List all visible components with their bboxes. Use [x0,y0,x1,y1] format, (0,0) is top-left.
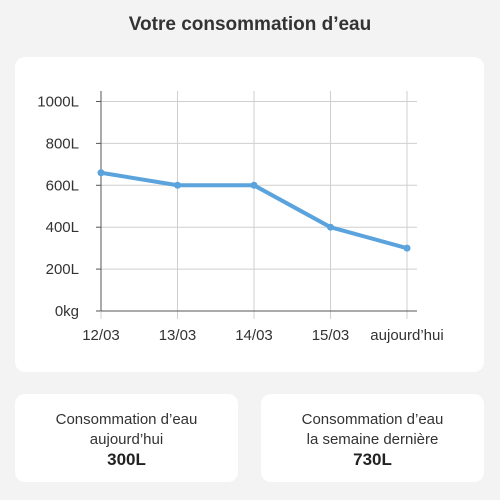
y-tick-label: 200L [46,261,79,278]
today-consumption-label: Consommation d’eau aujourd’hui [15,410,238,450]
x-tick-label: 15/03 [312,327,350,344]
y-tick-label: 600L [46,177,79,194]
last-week-consumption-label: Consommation d’eau la semaine dernière [261,410,484,450]
page-title: Votre consommation d’eau [128,14,372,35]
y-tick-label: 1000L [37,93,79,110]
data-point [174,181,181,189]
y-tick-label: 800L [46,135,79,152]
consumption-chart-card: 0kg 200L 400L 600L 800L 1000L 12/03 13/03 14/03 1… [15,57,484,372]
x-tick-label: aujourd’hui [370,327,443,344]
x-tick-label: 12/03 [82,327,120,344]
last-week-consumption-value: 730L [353,450,392,469]
y-tick-label: 400L [46,219,79,236]
today-consumption-card: Consommation d’eau aujourd’hui 300L [15,394,238,482]
today-label-line1: Consommation d’eau [55,411,198,428]
data-point [97,169,105,177]
data-point [250,181,258,189]
data-point [403,244,411,252]
today-consumption-value: 300L [107,450,146,469]
y-tick-label: 0kg [55,303,79,320]
consumption-chart: 0kg 200L 400L 600L 800L 1000L 12/03 13/03 14/03 1… [37,91,444,344]
today-label-line2: aujourd’hui [89,431,164,448]
x-tick-label: 14/03 [235,327,273,344]
last-week-label-line2: la semaine dernière [306,431,439,448]
last-week-label-line1: Consommation d’eau [301,411,444,428]
last-week-consumption-card: Consommation d’eau la semaine dernière 7… [261,394,484,482]
data-point [327,223,334,231]
x-tick-label: 13/03 [159,327,197,344]
